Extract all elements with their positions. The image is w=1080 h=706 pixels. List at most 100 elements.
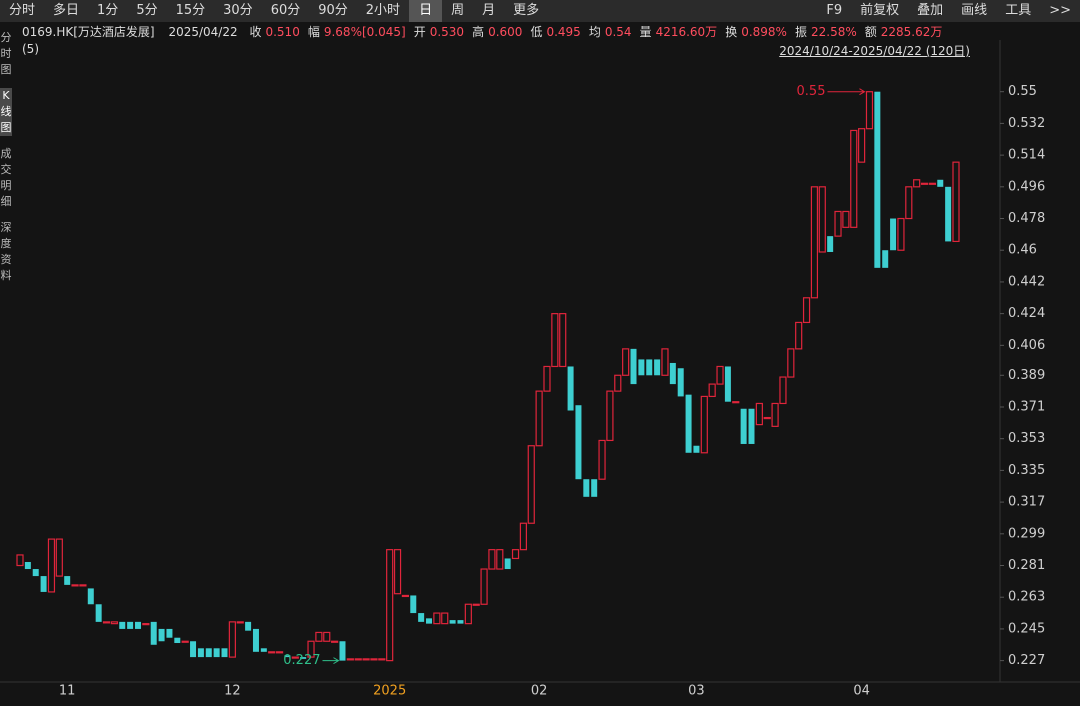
candle-up bbox=[708, 383, 716, 398]
y-tick-label: 0.424 bbox=[1008, 306, 1045, 321]
field-label: 均 bbox=[588, 25, 601, 39]
candle-down bbox=[127, 621, 134, 629]
period-label: (5) bbox=[22, 42, 39, 56]
y-tick-label: 0.263 bbox=[1008, 590, 1045, 605]
candle-down bbox=[638, 359, 645, 376]
tool-button[interactable]: 前复权 bbox=[860, 3, 900, 18]
candle-down bbox=[890, 218, 897, 251]
candle-up bbox=[228, 621, 236, 658]
candle-down bbox=[158, 628, 165, 642]
candle-up bbox=[842, 210, 850, 228]
candle-down bbox=[87, 588, 94, 605]
side-tab[interactable]: 深度资料 bbox=[0, 221, 12, 282]
candle-down bbox=[504, 558, 511, 570]
candle-up bbox=[802, 297, 811, 324]
candle-up bbox=[401, 594, 410, 598]
candle-up bbox=[480, 568, 488, 605]
candle-up bbox=[850, 129, 858, 228]
y-tick-label: 0.317 bbox=[1008, 495, 1045, 510]
candle-down bbox=[40, 576, 47, 592]
candle-up bbox=[818, 186, 826, 253]
candle-down bbox=[197, 648, 204, 658]
candle-up bbox=[527, 445, 535, 524]
candle-down bbox=[190, 641, 197, 658]
period-tab[interactable]: 多日 bbox=[53, 3, 80, 18]
candle-up bbox=[779, 376, 787, 405]
field-label: 低 bbox=[530, 25, 543, 39]
tool-button[interactable]: 叠加 bbox=[917, 3, 944, 18]
tool-button[interactable]: >> bbox=[1049, 3, 1071, 18]
tool-button[interactable]: 画线 bbox=[961, 3, 988, 18]
side-tab[interactable]: 成交明细 bbox=[0, 147, 12, 208]
candle-up bbox=[16, 554, 24, 567]
candle-up bbox=[661, 348, 669, 376]
candle-down bbox=[567, 366, 574, 411]
candle-down bbox=[95, 604, 102, 622]
period-tab[interactable]: 2小时 bbox=[365, 3, 401, 18]
candle-down bbox=[64, 576, 71, 585]
side-tab[interactable]: 分时图 bbox=[0, 31, 12, 76]
candle-down bbox=[339, 641, 346, 661]
period-tab[interactable]: 30分 bbox=[223, 3, 253, 18]
y-tick-label: 0.496 bbox=[1008, 179, 1045, 194]
sidebar: 分时图 K线图成交明细深度资料 bbox=[0, 30, 12, 690]
candle-up bbox=[559, 313, 567, 368]
side-tab[interactable]: K线图 bbox=[0, 88, 12, 136]
candle-up bbox=[110, 621, 118, 625]
y-tick-label: 0.46 bbox=[1008, 243, 1037, 258]
period-tab[interactable]: 5分 bbox=[136, 3, 158, 18]
candle-up bbox=[928, 182, 937, 185]
candle-up bbox=[346, 658, 354, 661]
candle-up bbox=[810, 186, 819, 299]
candle-down bbox=[418, 613, 425, 622]
period-tab[interactable]: 分时 bbox=[9, 3, 36, 18]
date: 2025/04/22 bbox=[168, 25, 238, 39]
period-tab[interactable]: 1分 bbox=[97, 3, 119, 18]
candle-up bbox=[275, 651, 284, 654]
period-tab[interactable]: 周 bbox=[451, 3, 465, 18]
date-range[interactable]: 2024/10/24-2025/04/22 (120日) bbox=[779, 44, 970, 58]
candle-up bbox=[472, 603, 480, 606]
candle-down bbox=[221, 648, 228, 658]
field-label: 量 bbox=[639, 25, 652, 39]
field-label: 振 bbox=[794, 25, 807, 39]
symbol: 0169.HK[万达酒店发展] bbox=[22, 25, 155, 39]
candle-up bbox=[55, 538, 63, 577]
candle-down bbox=[591, 479, 598, 497]
tool-button[interactable]: 工具 bbox=[1005, 3, 1032, 18]
y-tick-label: 0.532 bbox=[1008, 116, 1045, 131]
candle-up bbox=[606, 390, 614, 442]
period-tab[interactable]: 更多 bbox=[513, 3, 540, 18]
x-tick-label: 2025 bbox=[373, 684, 406, 699]
field-value: 4216.60万 bbox=[655, 25, 718, 39]
field-label: 高 bbox=[472, 25, 485, 39]
period-tab[interactable]: 日 bbox=[409, 0, 443, 22]
candle-down bbox=[213, 648, 220, 658]
high-label: 0.55 bbox=[797, 84, 826, 99]
period-tab[interactable]: 15分 bbox=[175, 3, 206, 18]
candle-down bbox=[134, 621, 141, 629]
y-tick-label: 0.406 bbox=[1008, 338, 1045, 353]
candle-down bbox=[119, 621, 126, 629]
candle-down bbox=[24, 561, 31, 570]
candle-up bbox=[913, 179, 921, 188]
x-tick-label: 03 bbox=[688, 684, 705, 699]
y-tick-label: 0.371 bbox=[1008, 399, 1045, 414]
period-tab[interactable]: 月 bbox=[482, 3, 496, 18]
y-tick-label: 0.478 bbox=[1008, 211, 1045, 226]
period-tab[interactable]: 60分 bbox=[270, 3, 301, 18]
x-tick-label: 12 bbox=[224, 684, 241, 699]
candle-up bbox=[236, 621, 244, 624]
candle-down bbox=[874, 91, 881, 268]
y-tick-label: 0.389 bbox=[1008, 368, 1045, 383]
field-value: 9.68%[0.045] bbox=[323, 25, 406, 39]
tool-button[interactable]: F9 bbox=[826, 3, 843, 18]
candle-up bbox=[370, 658, 378, 661]
candle-down bbox=[300, 657, 307, 659]
candle-down bbox=[166, 628, 173, 638]
candle-down bbox=[150, 621, 157, 645]
period-tab[interactable]: 90分 bbox=[318, 3, 348, 18]
candle-down bbox=[426, 618, 433, 624]
candle-up bbox=[315, 631, 323, 642]
